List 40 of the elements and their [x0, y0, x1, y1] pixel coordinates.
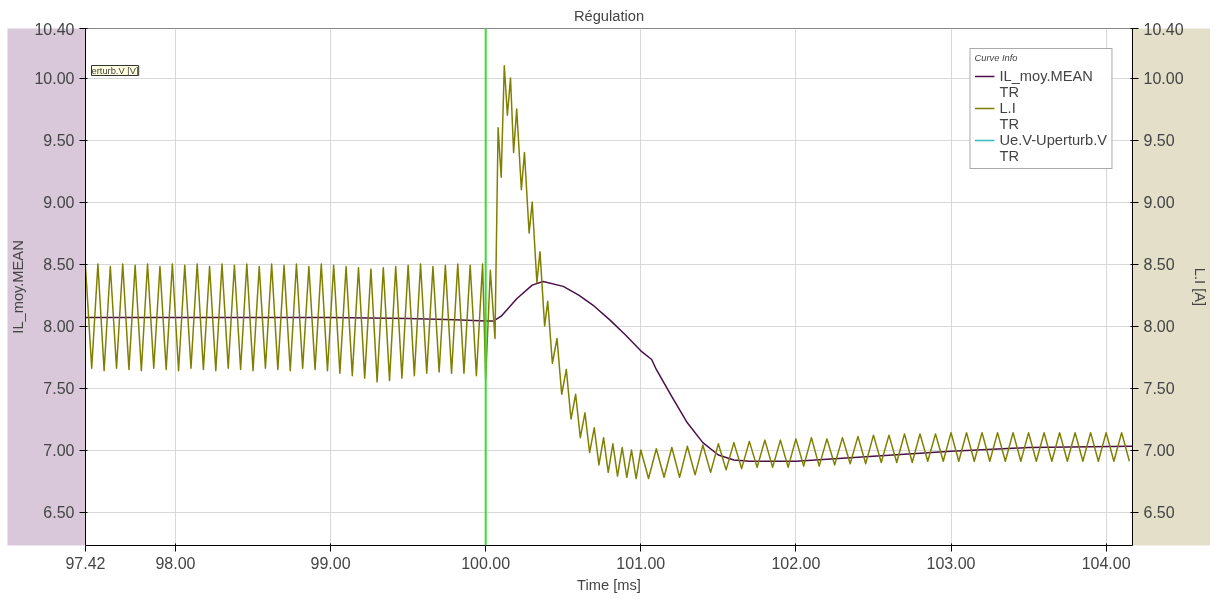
y2-axis-title: L.I [A] [1191, 267, 1208, 307]
line-series [85, 64, 1131, 480]
legend-label: Ue.V-Uperturb.V [999, 132, 1107, 148]
y-tick-label: 8.00 [43, 318, 75, 336]
x-tick-label: 97.42 [65, 554, 106, 572]
x-tick-label: 102.00 [771, 554, 821, 572]
x-tick-label: 100.00 [461, 554, 511, 572]
y2-tick-label: 10.40 [1143, 20, 1184, 38]
y-tick-label: 7.00 [43, 442, 75, 460]
y-tick-label: 10.40 [34, 20, 75, 38]
y2-tick-label: 8.00 [1143, 318, 1175, 336]
legend-label: L.I [999, 100, 1017, 116]
y2-tick-label: 6.50 [1143, 504, 1175, 522]
y2-tick-label: 8.50 [1143, 256, 1175, 274]
x-tick-label: 99.00 [310, 554, 351, 572]
y-tick-label: 8.50 [43, 256, 75, 274]
y2-tick-label: 9.50 [1143, 132, 1175, 150]
y-tick-label: 9.50 [43, 132, 75, 150]
x-tick-label: 103.00 [926, 554, 976, 572]
y2-tick-label: 7.00 [1143, 442, 1175, 460]
x-axis-title: Time [ms] [577, 576, 641, 593]
x-tick-label: 104.00 [1081, 554, 1131, 572]
y2-tick-label: 7.50 [1143, 380, 1175, 398]
y-axis-title: IL_moy.MEAN [10, 240, 27, 334]
y2-tick-label: 10.00 [1143, 70, 1184, 88]
x-tick-label: 98.00 [155, 554, 196, 572]
annotation: erturb.V [V] [91, 65, 139, 76]
y-tick-label: 7.50 [43, 380, 75, 398]
legend-title: Curve Info [974, 53, 1019, 63]
y2-tick-label: 9.00 [1143, 194, 1175, 212]
y-tick-label: 6.50 [43, 504, 75, 522]
annotation: TR [999, 116, 1020, 132]
legend-label: IL_moy.MEAN [999, 68, 1093, 84]
line-series [85, 280, 1133, 462]
annotation: TR [999, 84, 1020, 100]
y-tick-label: 10.00 [34, 70, 75, 88]
annotation: TR [999, 148, 1020, 164]
y-tick-label: 9.00 [43, 194, 75, 212]
x-tick-label: 101.00 [616, 554, 666, 572]
chart-title: Régulation [573, 7, 645, 24]
